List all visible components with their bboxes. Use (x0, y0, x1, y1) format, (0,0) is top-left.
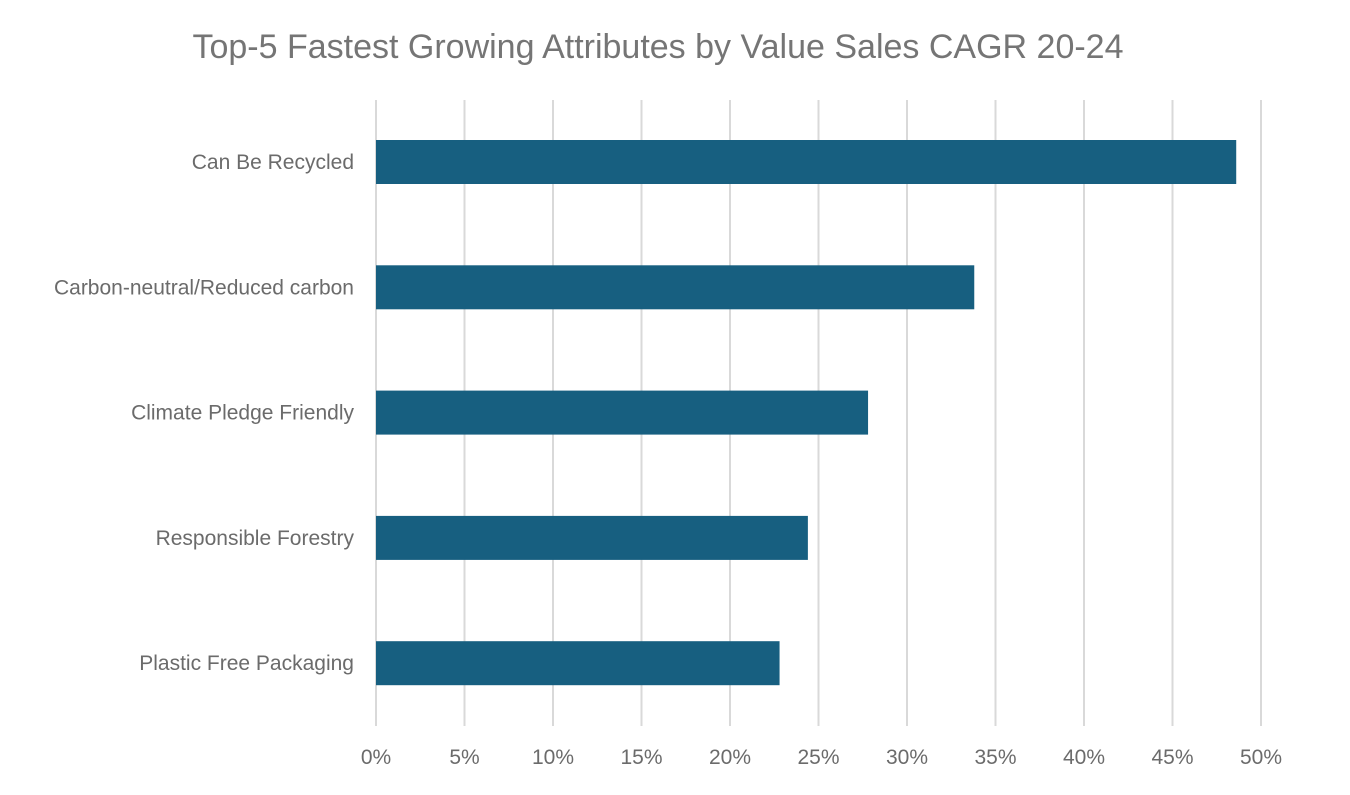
chart-title: Top-5 Fastest Growing Attributes by Valu… (192, 28, 1123, 66)
bar (376, 641, 780, 686)
bars (376, 140, 1237, 686)
category-label: Can Be Recycled (192, 151, 354, 174)
bar (376, 390, 869, 435)
x-axis-tick-labels: 0% 5% 10% 15% 20% 25% 30% 35% 40% 45% 50% (361, 746, 1282, 769)
x-tick-label: 0% (361, 746, 391, 769)
bar (376, 265, 975, 310)
x-tick-label: 50% (1240, 746, 1282, 769)
x-tick-label: 40% (1063, 746, 1105, 769)
category-label: Carbon-neutral/Reduced carbon (54, 276, 354, 299)
bar (376, 515, 808, 560)
x-tick-label: 45% (1151, 746, 1193, 769)
x-tick-label: 5% (449, 746, 479, 769)
x-tick-label: 30% (886, 746, 928, 769)
x-tick-label: 20% (709, 746, 751, 769)
category-label: Climate Pledge Friendly (131, 402, 354, 425)
category-labels: Can Be Recycled Carbon-neutral/Reduced ca… (54, 151, 355, 675)
bar (376, 140, 1237, 184)
x-tick-label: 15% (620, 746, 662, 769)
x-tick-label: 25% (797, 746, 839, 769)
x-tick-label: 35% (974, 746, 1016, 769)
x-tick-label: 10% (532, 746, 574, 769)
category-label: Responsible Forestry (156, 527, 355, 550)
category-label: Plastic Free Packaging (139, 652, 354, 675)
